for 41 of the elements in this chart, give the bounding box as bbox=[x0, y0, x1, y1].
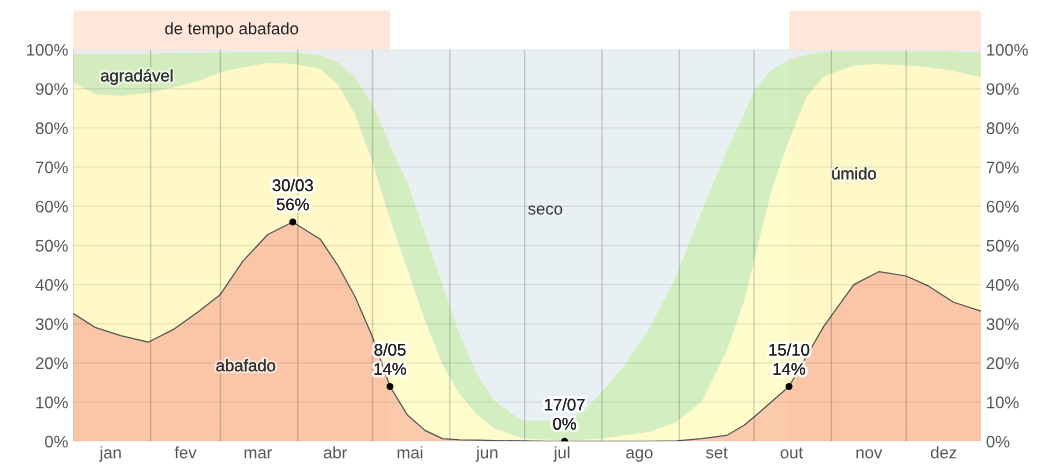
y-tick-label: 10% bbox=[36, 396, 68, 409]
y-tick-label: 50% bbox=[35, 239, 68, 252]
y2-tick-label: 90% bbox=[986, 83, 1019, 95]
y-tick-label: 90% bbox=[35, 83, 68, 95]
x-tick-label: mar bbox=[244, 449, 272, 459]
y2-tick-label: 10% bbox=[987, 396, 1019, 409]
y-tick-label: 20% bbox=[35, 357, 68, 370]
y2-tick-label: 80% bbox=[986, 122, 1019, 135]
y2-tick-label: 50% bbox=[986, 239, 1019, 252]
x-tick-label: set bbox=[706, 447, 728, 459]
y-tick-label: 100% bbox=[27, 43, 68, 56]
y-tick-label: 0% bbox=[44, 435, 68, 448]
y-tick-label: 40% bbox=[35, 279, 68, 291]
x-tick-label: ago bbox=[626, 449, 653, 462]
x-tick-label: abr bbox=[323, 446, 347, 459]
x-tick-label: dez bbox=[930, 446, 957, 459]
y2-tick-label: 60% bbox=[986, 200, 1019, 213]
y2-tick-label: 0% bbox=[986, 435, 1010, 448]
band-label: de tempo abafado bbox=[165, 22, 299, 38]
x-tick-label: jul bbox=[553, 446, 570, 462]
y2-tick-label: 30% bbox=[986, 318, 1019, 330]
annotation: 30/03 56% bbox=[272, 178, 313, 211]
x-tick-label: jan bbox=[99, 446, 121, 462]
y2-tick-label: 100% bbox=[987, 43, 1028, 56]
y-tick-label: 70% bbox=[35, 161, 68, 174]
y-tick-label: 80% bbox=[35, 122, 68, 135]
x-tick-label: mai bbox=[397, 446, 423, 459]
y-tick-label: 60% bbox=[35, 200, 68, 213]
series-label: úmido bbox=[832, 166, 876, 180]
x-tick-label: out bbox=[780, 447, 803, 459]
x-tick-label: nov bbox=[856, 449, 883, 459]
series-label: seco bbox=[528, 205, 563, 215]
annotation: 17/07 0% bbox=[544, 398, 585, 430]
y2-tick-label: 70% bbox=[986, 161, 1019, 174]
y-tick-label: 30% bbox=[35, 318, 68, 330]
series-label: abafado bbox=[216, 359, 276, 372]
y2-tick-label: 40% bbox=[986, 279, 1019, 291]
x-tick-label: jun bbox=[475, 446, 498, 462]
x-tick-label: fev bbox=[174, 446, 197, 459]
y2-tick-label: 20% bbox=[986, 357, 1019, 370]
series-label: agradável bbox=[100, 69, 173, 85]
